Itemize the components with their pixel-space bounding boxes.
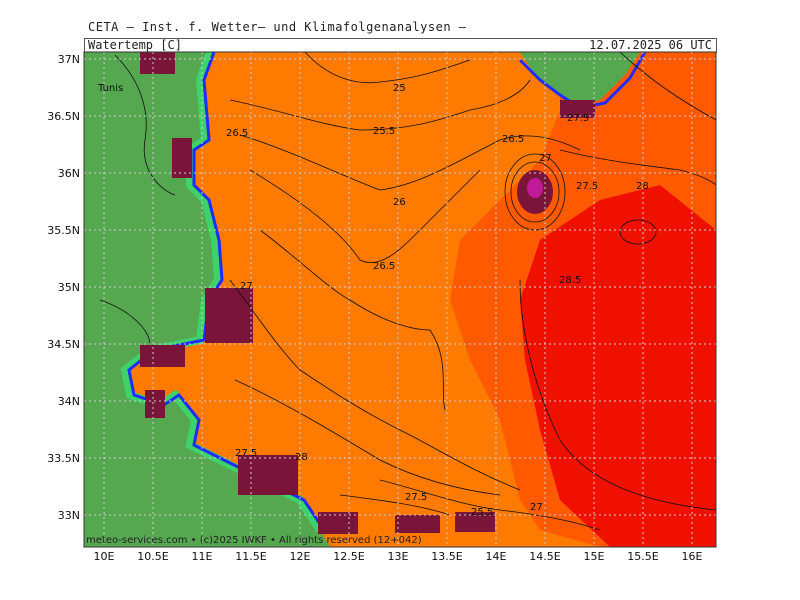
contour-label-group: 25 25.5 26 26.5 26.5 26.5 27 27 27 27.5 … (226, 83, 649, 518)
map-frame (83, 51, 717, 548)
x-tick-label: 16E (682, 550, 703, 563)
contour-label: 26 (393, 197, 406, 208)
land-mass (84, 52, 330, 547)
contour-label: 27.5 (405, 492, 427, 503)
credit-footer: meteo-services.com • (c)2025 IWKF • All … (86, 535, 422, 546)
hotspot (238, 455, 298, 495)
contour-label: 25 (393, 83, 406, 94)
x-tick-label: 13E (388, 550, 409, 563)
y-tick-label: 36N (58, 167, 80, 180)
y-tick-label: 35N (58, 281, 80, 294)
contour-label: 27.5 (235, 448, 257, 459)
contour-label: 28.5 (559, 275, 581, 286)
hotspot (318, 512, 358, 534)
y-axis: 37N 36.5N 36N 35.5N 35N 34.5N 34N 33.5N … (47, 53, 80, 522)
x-tick-label: 11.5E (235, 550, 266, 563)
x-tick-label: 15E (584, 550, 605, 563)
variable-label: Watertemp [C] (88, 38, 182, 52)
contour-label: 25.5 (471, 507, 493, 518)
hotspot (395, 515, 440, 533)
datetime-label: 12.07.2025 06 UTC (589, 38, 712, 52)
y-tick-label: 34.5N (47, 338, 80, 351)
header-title: CETA – Inst. f. Wetter– und Klimafolgena… (88, 20, 467, 34)
y-tick-label: 33N (58, 509, 80, 522)
x-tick-label: 14E (486, 550, 507, 563)
y-tick-label: 35.5N (47, 224, 80, 237)
x-tick-label: 12.5E (333, 550, 364, 563)
contour-label: 26.5 (226, 128, 248, 139)
contour-label: 28 (636, 181, 649, 192)
x-tick-label: 11E (192, 550, 213, 563)
x-axis: 10E 10.5E 11E 11.5E 12E 12.5E 13E 13.5E … (94, 550, 703, 563)
contour-label: 26.5 (502, 134, 524, 145)
y-tick-label: 36.5N (47, 110, 80, 123)
hotspot (172, 138, 192, 178)
contour-label: 27 (240, 281, 253, 292)
hotspot (455, 512, 495, 532)
contour-label: 27 (530, 502, 543, 513)
contour-label: 26.5 (373, 261, 395, 272)
hotspot (527, 178, 543, 198)
contour-label: 25.5 (373, 126, 395, 137)
sst-zone-28-5 (520, 185, 716, 547)
contour-label: 27.5 (576, 181, 598, 192)
hotspot (140, 52, 175, 74)
contour-label: 27 (539, 153, 552, 164)
x-tick-label: 13.5E (431, 550, 462, 563)
x-tick-label: 15.5E (627, 550, 658, 563)
contour-lines (99, 52, 716, 531)
place-label-tunis: Tunis (97, 83, 123, 94)
sicily-land (520, 52, 640, 105)
hotspot (560, 100, 595, 118)
y-tick-label: 33.5N (47, 452, 80, 465)
y-tick-label: 37N (58, 53, 80, 66)
contour-label: 28 (295, 452, 308, 463)
x-tick-label: 10E (94, 550, 115, 563)
contour-label: 27.5 (567, 113, 589, 124)
graticule (84, 52, 716, 547)
x-tick-label: 14.5E (529, 550, 560, 563)
hotspot (140, 345, 185, 367)
x-tick-label: 12E (290, 550, 311, 563)
hotspot (205, 288, 253, 343)
hotspot (145, 390, 165, 418)
x-tick-label: 10.5E (137, 550, 168, 563)
y-tick-label: 34N (58, 395, 80, 408)
